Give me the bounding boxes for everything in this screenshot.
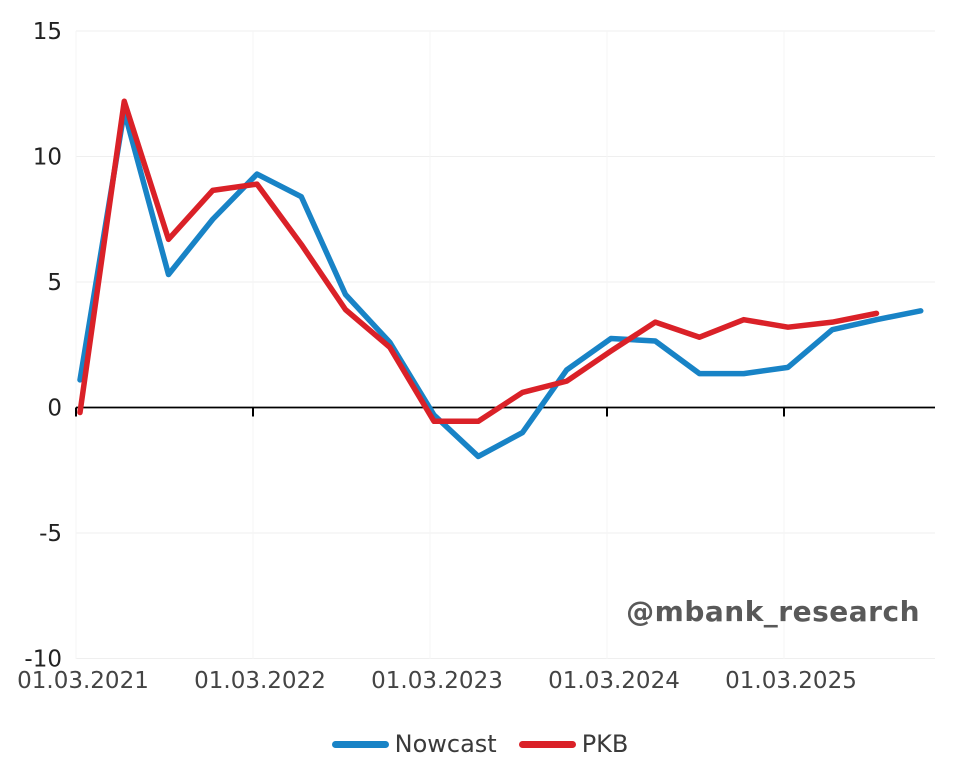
x-axis-tick-label: 01.03.2023 — [371, 668, 503, 694]
legend-item-nowcast: Nowcast — [331, 730, 497, 758]
pkb-line-swatch — [518, 740, 576, 748]
x-axis-tick-label: 01.03.2024 — [548, 668, 680, 694]
series-line-pkb — [77, 98, 880, 425]
x-axis-tick-label: 01.03.2025 — [725, 668, 857, 694]
y-axis-tick-label: 15 — [33, 19, 62, 45]
y-axis-tick-label: 10 — [33, 145, 62, 171]
x-axis-tick-label: 01.03.2021 — [17, 668, 149, 694]
series-line-nowcast — [77, 108, 924, 460]
legend-label-pkb: PKB — [581, 730, 629, 758]
legend-item-pkb: PKB — [518, 730, 629, 758]
nowcast-line-swatch — [331, 740, 389, 748]
legend: Nowcast PKB — [0, 727, 960, 761]
watermark: @mbank_research — [626, 595, 920, 628]
x-axis-tick-label: 01.03.2022 — [194, 668, 326, 694]
legend-label-nowcast: Nowcast — [394, 730, 497, 758]
y-axis-tick-label: 5 — [47, 270, 62, 296]
y-axis-tick-label: -5 — [39, 521, 62, 547]
y-axis-tick-label: 0 — [47, 396, 62, 422]
y-axis-tick-label: -10 — [24, 647, 62, 673]
